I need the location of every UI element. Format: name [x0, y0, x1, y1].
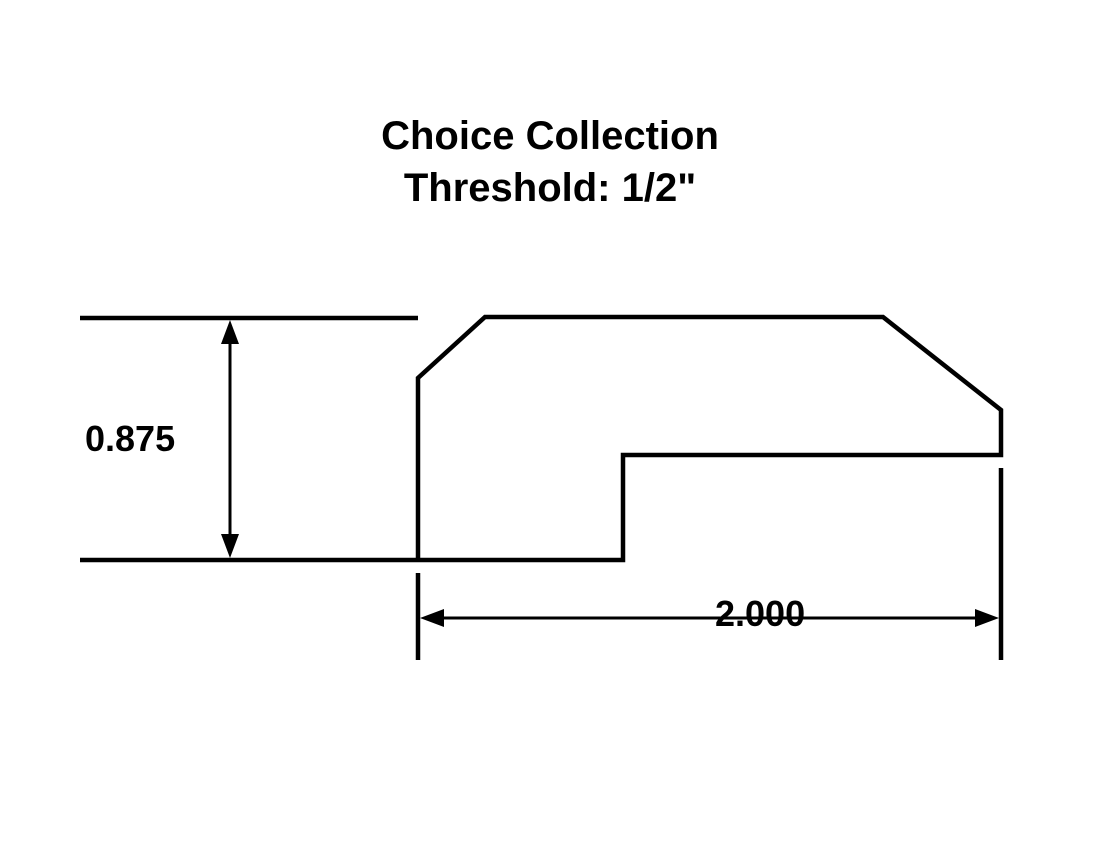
arrow-up-icon [221, 320, 239, 344]
arrow-down-icon [221, 534, 239, 558]
arrow-left-icon [420, 609, 444, 627]
technical-drawing [0, 0, 1100, 858]
profile-shape [418, 317, 1001, 560]
arrow-right-icon [975, 609, 999, 627]
